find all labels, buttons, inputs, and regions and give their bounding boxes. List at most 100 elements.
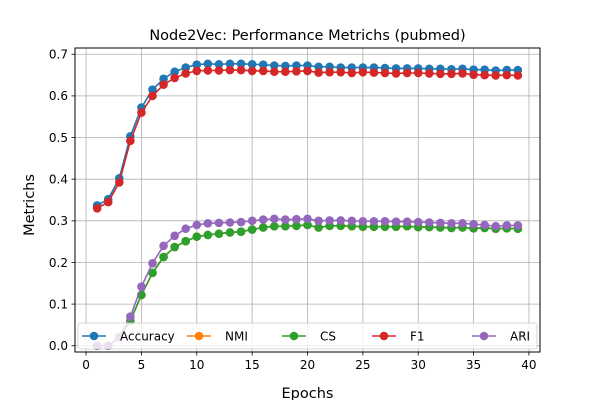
data-point-f1 xyxy=(258,66,268,76)
data-point-cs xyxy=(247,225,257,234)
series-layer xyxy=(92,59,523,351)
data-point-cs xyxy=(303,220,312,230)
data-point-ari xyxy=(458,219,467,228)
legend-label-f1: F1 xyxy=(410,330,425,344)
data-point-accuracy xyxy=(170,67,179,77)
data-point-ari xyxy=(281,215,290,224)
data-point-f1 xyxy=(502,70,512,80)
data-point-f1 xyxy=(347,68,357,78)
legend-marker-ari xyxy=(479,331,489,341)
y-tick-label: 0.1 xyxy=(49,297,68,311)
data-point-cs xyxy=(225,228,235,237)
data-point-f1 xyxy=(225,65,235,75)
data-point-cs xyxy=(148,268,157,278)
y-tick-label: 0.3 xyxy=(49,214,68,228)
x-tick-label: 20 xyxy=(300,358,315,372)
legend-label-ari: ARI xyxy=(510,330,530,344)
x-tick-label: 0 xyxy=(82,358,90,372)
data-point-ari xyxy=(402,217,412,226)
data-point-ari xyxy=(436,218,445,228)
data-point-ari xyxy=(269,214,279,224)
x-tick-label: 15 xyxy=(245,358,260,372)
series-ari xyxy=(92,214,523,351)
legend-entry-f1: F1 xyxy=(372,330,425,344)
data-point-ari xyxy=(391,217,401,226)
data-point-ari xyxy=(236,217,246,227)
data-point-f1 xyxy=(391,69,401,78)
legend-marker-accuracy xyxy=(89,331,99,341)
data-point-accuracy xyxy=(236,59,246,69)
data-point-f1 xyxy=(170,73,179,83)
data-point-f1 xyxy=(203,66,213,75)
data-point-ari xyxy=(325,216,334,225)
data-point-f1 xyxy=(336,67,346,77)
data-point-ari xyxy=(148,258,157,268)
data-point-ari xyxy=(358,216,368,226)
x-tick-label: 5 xyxy=(138,358,146,372)
data-point-f1 xyxy=(214,66,224,75)
data-point-cs xyxy=(314,223,323,232)
data-point-f1 xyxy=(458,69,467,78)
data-point-cs xyxy=(269,221,279,231)
data-point-ari xyxy=(480,220,489,230)
data-point-accuracy xyxy=(269,61,279,70)
x-tick-label: 25 xyxy=(355,358,370,372)
data-point-f1 xyxy=(159,80,168,89)
data-point-accuracy xyxy=(203,59,213,69)
data-point-f1 xyxy=(447,69,456,79)
data-point-cs xyxy=(159,252,168,262)
data-point-ari xyxy=(469,219,478,229)
y-tick-label: 0.4 xyxy=(49,172,68,186)
data-point-f1 xyxy=(469,70,478,79)
data-point-f1 xyxy=(369,68,379,77)
data-point-ari xyxy=(214,218,224,228)
grid xyxy=(75,48,540,352)
data-point-ari xyxy=(347,216,357,226)
x-tick-label: 35 xyxy=(466,358,481,372)
y-tick-label: 0.2 xyxy=(49,256,68,270)
data-point-ari xyxy=(258,215,268,224)
y-axis-label: Metrichs xyxy=(22,174,38,236)
data-point-ari xyxy=(314,216,323,226)
data-point-ari xyxy=(491,221,501,231)
legend-entry-ari: ARI xyxy=(472,330,530,344)
data-point-f1 xyxy=(480,70,489,80)
data-point-f1 xyxy=(413,68,423,78)
data-point-ari xyxy=(137,282,146,291)
x-tick-label: 40 xyxy=(521,358,536,372)
data-point-ari xyxy=(513,221,523,230)
data-point-cs xyxy=(203,230,213,240)
data-point-f1 xyxy=(236,65,246,75)
data-point-ari xyxy=(192,220,202,230)
data-point-accuracy xyxy=(225,59,235,69)
data-point-accuracy xyxy=(258,60,268,69)
data-point-cs xyxy=(214,229,224,239)
legend: Accuracy NMI CS F1 ARI xyxy=(77,322,538,350)
data-point-f1 xyxy=(303,66,312,76)
series-f1 xyxy=(92,65,523,213)
data-point-ari xyxy=(303,214,312,224)
data-point-f1 xyxy=(491,71,501,80)
data-point-f1 xyxy=(92,204,102,213)
data-point-ari xyxy=(413,217,423,227)
data-point-ari xyxy=(247,216,257,226)
data-point-ari xyxy=(126,312,135,321)
data-point-f1 xyxy=(402,68,412,78)
data-point-cs xyxy=(292,221,301,231)
data-point-f1 xyxy=(436,69,445,79)
legend-marker-f1 xyxy=(379,331,389,341)
data-point-f1 xyxy=(103,197,113,207)
data-point-f1 xyxy=(314,68,323,77)
data-point-cs xyxy=(258,223,268,232)
data-point-f1 xyxy=(192,66,202,76)
data-point-f1 xyxy=(358,67,368,77)
data-point-f1 xyxy=(380,68,390,78)
data-point-f1 xyxy=(137,108,146,117)
legend-marker-cs xyxy=(289,331,299,341)
y-tick-label: 0.6 xyxy=(49,89,68,103)
data-point-f1 xyxy=(292,67,301,76)
data-point-f1 xyxy=(281,67,290,77)
x-tick-label: 30 xyxy=(411,358,426,372)
data-point-cs xyxy=(192,232,202,241)
